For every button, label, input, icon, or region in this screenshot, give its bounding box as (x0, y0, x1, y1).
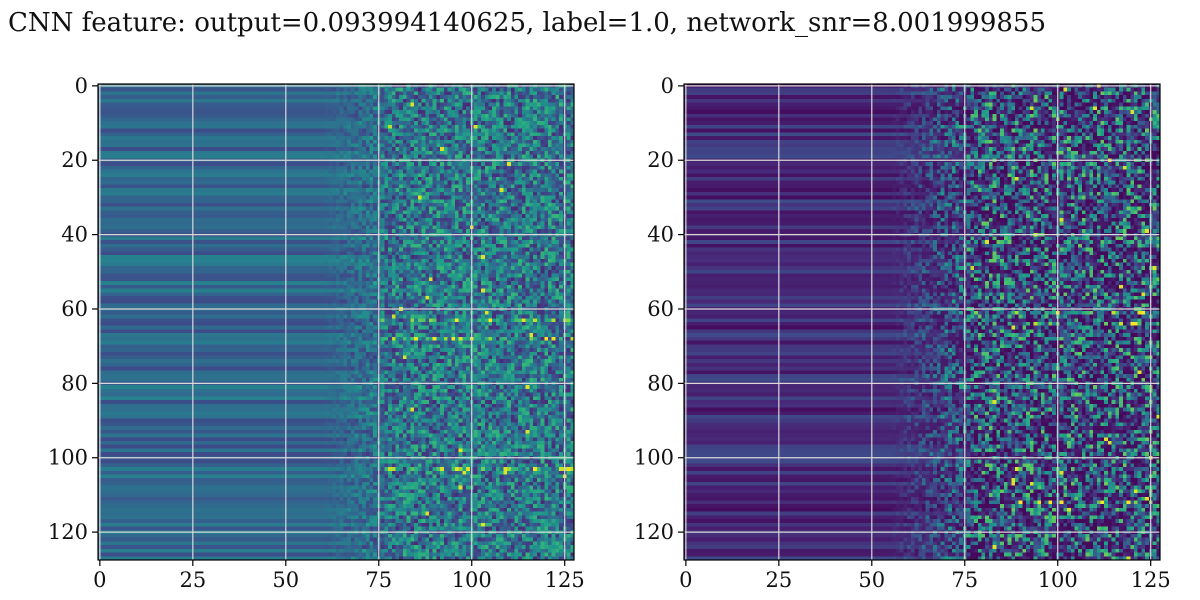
x-tick-label: 75 (951, 568, 978, 592)
figure-title: CNN feature: output=0.093994140625, labe… (8, 8, 1046, 38)
x-tick-label: 125 (545, 568, 585, 592)
heatmap-panel-right: 0 25 50 75 100 125 0 20 40 60 80 100 120 (634, 74, 1171, 592)
y-tick-label: 40 (647, 223, 674, 247)
y-tick-label: 20 (61, 148, 88, 172)
x-tick-label: 25 (765, 568, 792, 592)
axes-frame (97, 83, 575, 561)
y-tick-label: 40 (61, 223, 88, 247)
y-tick-label: 0 (75, 74, 88, 98)
y-tick-label: 120 (634, 520, 674, 544)
x-tick-label: 50 (858, 568, 885, 592)
x-tick-label: 0 (93, 568, 106, 592)
x-tick-label: 100 (452, 568, 492, 592)
heatmap-panel-left: 0 25 50 75 100 125 0 20 40 60 80 100 120 (48, 74, 585, 592)
x-tick-label: 100 (1038, 568, 1078, 592)
x-tick-label: 75 (365, 568, 392, 592)
x-tick-label: 50 (272, 568, 299, 592)
x-tick-label: 0 (679, 568, 692, 592)
y-tick-label: 20 (647, 148, 674, 172)
heatmap-cells-right (684, 84, 1160, 560)
y-tick-label: 60 (61, 297, 88, 321)
x-tick-label: 125 (1131, 568, 1171, 592)
y-tick-label: 120 (48, 520, 88, 544)
y-tick-label: 80 (61, 371, 88, 395)
heatmap-cells-left (98, 84, 574, 560)
y-tick-label: 60 (647, 297, 674, 321)
x-tick-label: 25 (179, 568, 206, 592)
y-tick-label: 100 (48, 446, 88, 470)
axes-frame (683, 83, 1161, 561)
y-tick-label: 100 (634, 446, 674, 470)
y-tick-label: 0 (661, 74, 674, 98)
y-tick-label: 80 (647, 371, 674, 395)
